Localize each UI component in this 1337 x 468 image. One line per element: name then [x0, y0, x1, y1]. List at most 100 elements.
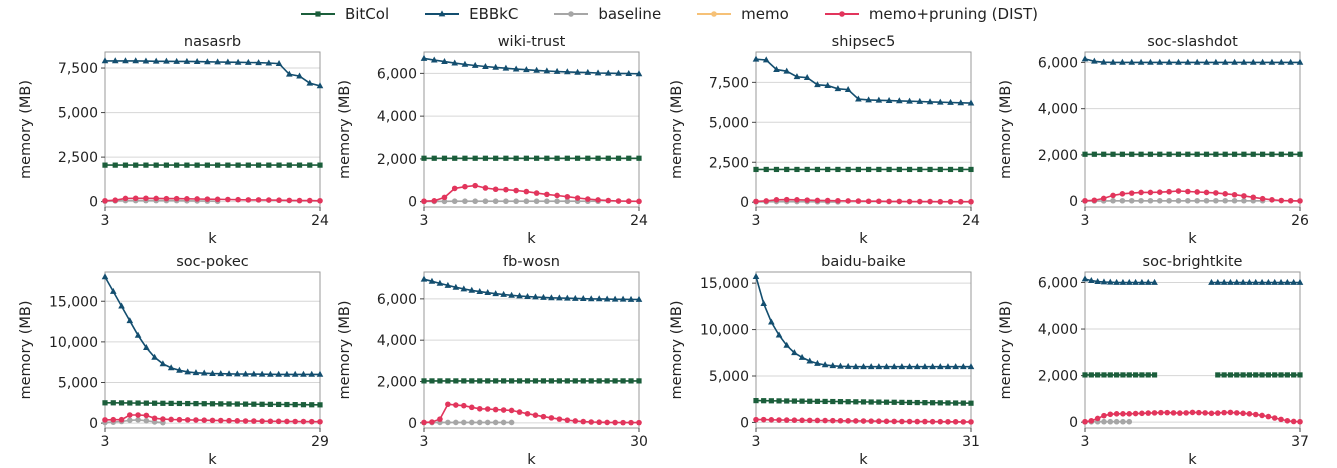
data-point [1144, 278, 1152, 285]
data-point [913, 363, 921, 370]
data-point [1265, 372, 1271, 378]
data-point [1109, 58, 1117, 65]
data-point [523, 155, 529, 161]
data-point [1082, 151, 1088, 157]
data-point [492, 419, 499, 426]
data-point [317, 162, 323, 168]
data-point [1119, 58, 1126, 65]
data-point [1222, 151, 1228, 157]
data-point [482, 185, 489, 191]
plot-frame [755, 51, 972, 208]
data-point [242, 370, 249, 377]
data-point [492, 186, 499, 193]
data-point [1269, 197, 1275, 203]
data-point [945, 418, 951, 425]
data-point [453, 402, 459, 408]
data-point [564, 198, 571, 205]
y-tick-label: 0 [408, 416, 417, 432]
data-point [1241, 197, 1247, 204]
legend-marker [711, 11, 717, 17]
data-point [1185, 197, 1191, 204]
y-tick-label: 0 [740, 195, 749, 211]
data-point [1240, 58, 1248, 65]
data-point [204, 162, 210, 168]
data-point [968, 400, 974, 406]
data-point [1094, 415, 1101, 422]
series-bitcol [421, 378, 642, 384]
y-tick-label: 2,500 [58, 150, 98, 166]
data-point [1120, 410, 1126, 417]
series-bitcol [753, 166, 974, 173]
legend-marker [568, 11, 575, 17]
y-tick-label: 5,000 [709, 115, 749, 131]
data-point [587, 295, 595, 302]
data-point [876, 418, 882, 425]
data-point [1151, 278, 1158, 285]
data-point [431, 198, 438, 204]
data-point [316, 370, 324, 377]
data-point [1129, 151, 1135, 157]
data-point [184, 162, 190, 168]
data-point [1260, 151, 1266, 157]
data-point [596, 419, 602, 426]
data-point [275, 370, 282, 377]
data-point [628, 378, 634, 384]
data-point [251, 418, 257, 424]
legend-swatch [824, 11, 859, 17]
data-point [1158, 409, 1164, 416]
plot-frame [755, 271, 972, 429]
data-point [168, 400, 174, 406]
y-tick-label: 6,000 [1038, 55, 1078, 71]
chart-panel: 0 2,000 4,000 6,000 3 30 fb-wosn k memory (MB) [337, 254, 648, 468]
data-point [1222, 197, 1229, 204]
data-point [906, 399, 913, 406]
data-point [960, 400, 966, 406]
data-point [462, 155, 468, 161]
data-point [163, 162, 170, 168]
data-point [1119, 197, 1126, 204]
legend-label: BitCol [344, 5, 390, 23]
series-ebbkc [752, 55, 975, 106]
data-point [300, 418, 307, 425]
data-point [1185, 188, 1191, 195]
data-point [201, 417, 208, 424]
data-point [585, 155, 591, 161]
x-tick-label: 24 [962, 213, 980, 229]
data-point [829, 362, 837, 369]
data-point [1119, 151, 1125, 157]
series-memo-pruning-dist- [753, 416, 974, 425]
data-point [1194, 197, 1200, 204]
data-point [799, 417, 805, 424]
data-point [492, 406, 499, 413]
data-point [917, 198, 923, 205]
series-baseline [421, 198, 601, 205]
legend-label: memo [741, 5, 789, 23]
data-point [1088, 372, 1094, 378]
data-point [453, 419, 459, 426]
data-point [1246, 372, 1253, 378]
data-point [306, 197, 313, 204]
data-point [1101, 418, 1107, 425]
data-point [1231, 197, 1238, 204]
plot-frame [104, 51, 321, 208]
data-point [753, 398, 759, 404]
data-point [200, 369, 208, 376]
data-point [1233, 410, 1240, 416]
data-point [516, 378, 523, 384]
data-point [776, 417, 782, 423]
chart-title: fb-wosn [503, 254, 560, 270]
data-point [284, 418, 290, 425]
data-point [898, 363, 906, 370]
data-point [503, 186, 509, 193]
data-point [612, 378, 618, 384]
series-ebbkc [752, 273, 975, 370]
data-point [1246, 410, 1253, 417]
data-point [927, 166, 933, 173]
data-point [151, 415, 158, 422]
data-point [605, 197, 612, 204]
data-point [1196, 409, 1202, 416]
data-point [1265, 278, 1272, 285]
series-line [423, 184, 640, 203]
y-tick-label: 6,000 [377, 292, 417, 308]
data-point [1278, 416, 1284, 423]
